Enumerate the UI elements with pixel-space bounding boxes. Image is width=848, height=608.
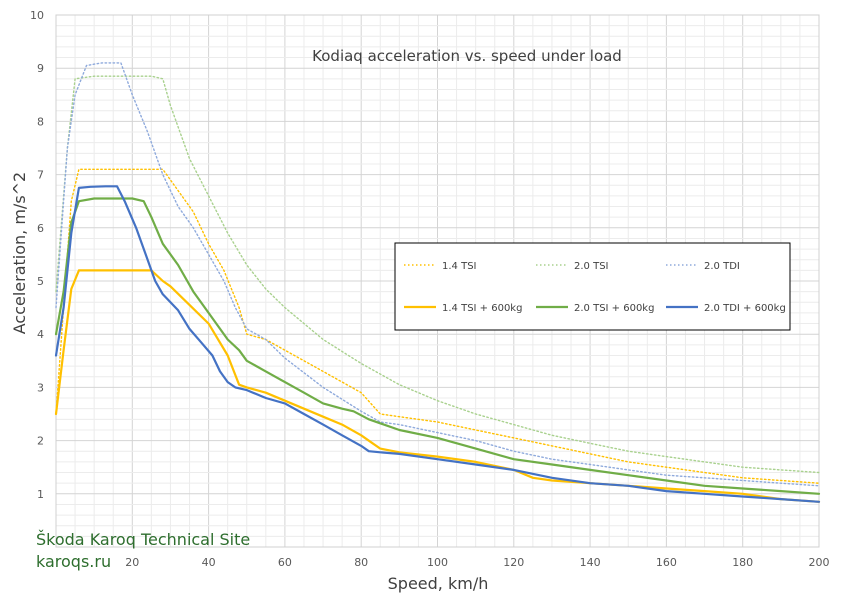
x-tick-label: 120 bbox=[503, 556, 524, 569]
legend-label-1-4-tsi: 1.4 TSI bbox=[442, 261, 477, 272]
legend-label-1-4-tsi-600kg: 1.4 TSI + 600kg bbox=[442, 303, 522, 314]
series-line-2-0-tdi-600kg bbox=[54, 185, 821, 503]
x-tick-label: 180 bbox=[732, 556, 753, 569]
y-tick-label: 3 bbox=[37, 381, 44, 394]
y-tick-label: 6 bbox=[37, 222, 44, 235]
series-line-1-4-tsi bbox=[55, 168, 820, 484]
x-tick-label: 160 bbox=[656, 556, 677, 569]
x-tick-label: 20 bbox=[125, 556, 139, 569]
watermark-url: karoqs.ru bbox=[36, 552, 112, 571]
legend-label-2-0-tdi-600kg: 2.0 TDI + 600kg bbox=[704, 303, 786, 314]
y-tick-label: 10 bbox=[30, 9, 44, 22]
legend-label-2-0-tsi: 2.0 TSI bbox=[574, 261, 609, 272]
series-lines bbox=[54, 62, 821, 503]
y-tick-label: 7 bbox=[37, 169, 44, 182]
x-tick-label: 80 bbox=[354, 556, 368, 569]
legend-label-2-0-tdi: 2.0 TDI bbox=[704, 261, 740, 272]
y-tick-label: 2 bbox=[37, 435, 44, 448]
chart-title: Kodiaq acceleration vs. speed under load bbox=[312, 47, 622, 65]
legend-box bbox=[394, 242, 791, 331]
x-tick-label: 40 bbox=[202, 556, 216, 569]
x-tick-label: 60 bbox=[278, 556, 292, 569]
x-tick-label: 200 bbox=[809, 556, 830, 569]
x-tick-label: 140 bbox=[580, 556, 601, 569]
y-tick-label: 1 bbox=[37, 488, 44, 501]
tick-labels: 20 40 60 80 100 120 140 160 180 200 1 2 3 4 5 6 7 8 9 10 bbox=[30, 9, 830, 569]
y-tick-label: 9 bbox=[37, 62, 44, 75]
watermark-title: Škoda Karoq Technical Site bbox=[36, 530, 251, 549]
series-line-2-0-tdi bbox=[55, 62, 820, 487]
x-axis-title: Speed, km/h bbox=[388, 574, 489, 593]
legend-label-2-0-tsi-600kg: 2.0 TSI + 600kg bbox=[574, 303, 654, 314]
legend: 1.4 TSI 2.0 TSI 2.0 TDI 1.4 TSI + 600kg 2.0 … bbox=[394, 242, 791, 331]
series-line-2-0-tsi bbox=[55, 75, 820, 474]
y-tick-label: 5 bbox=[37, 275, 44, 288]
x-tick-label: 100 bbox=[427, 556, 448, 569]
y-axis-title: Acceleration, m/s^2 bbox=[10, 172, 29, 335]
series-line-2-0-tsi-600kg bbox=[54, 197, 821, 495]
y-tick-label: 4 bbox=[37, 328, 44, 341]
y-tick-label: 8 bbox=[37, 115, 44, 128]
plot-area-border bbox=[55, 14, 820, 548]
